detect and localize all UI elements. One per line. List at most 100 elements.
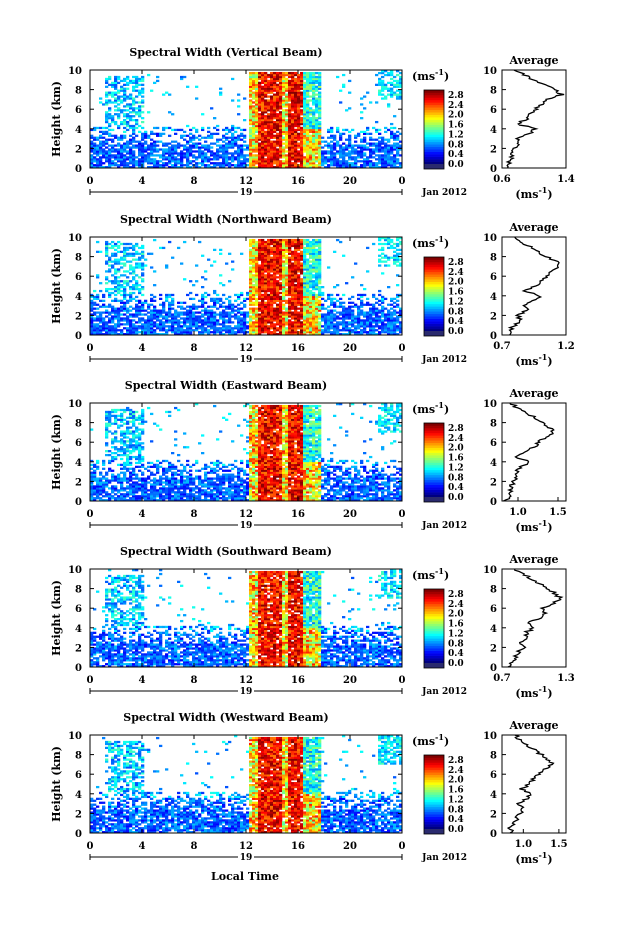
heatmap-cell (216, 148, 220, 151)
heatmap-cell (264, 71, 268, 75)
heatmap-cell (321, 303, 325, 306)
heatmap-cell (117, 126, 121, 130)
heatmap-cell (279, 134, 283, 137)
heatmap-cell (111, 244, 115, 248)
heatmap-cell (288, 268, 292, 271)
heatmap-cell (270, 262, 274, 265)
heatmap-cell (228, 303, 232, 306)
heatmap-cell (108, 99, 112, 102)
heatmap-cell (249, 146, 253, 149)
heatmap-cell (258, 258, 262, 261)
heatmap-cell (306, 138, 310, 141)
heatmap-cell (117, 250, 121, 253)
heatmap-cell (291, 130, 295, 134)
heatmap-cell (312, 152, 316, 155)
heatmap-cell (351, 311, 355, 314)
heatmap-cell (369, 148, 373, 151)
heatmap-cell (288, 323, 292, 326)
heatmap-cell (288, 117, 292, 120)
heatmap-cell (240, 146, 244, 149)
heatmap-cell (219, 148, 223, 151)
heatmap-cell (150, 252, 154, 255)
heatmap-cell (105, 248, 109, 252)
heatmap-cell (102, 140, 106, 143)
heatmap-cell (288, 124, 292, 128)
heatmap-cell (114, 101, 118, 104)
heatmap-cell (291, 323, 295, 326)
heatmap-cell (150, 333, 154, 336)
heatmap-cell (267, 331, 271, 334)
heatmap-cell (303, 291, 307, 295)
heatmap-cell (315, 250, 319, 253)
heatmap-cell (282, 307, 286, 310)
heatmap-cell (351, 146, 355, 149)
heatmap-cell (126, 293, 130, 297)
heatmap-cell (258, 309, 262, 312)
heatmap-cell (300, 244, 304, 248)
heatmap-cell (306, 303, 310, 306)
heatmap-cell (147, 317, 151, 320)
heatmap-cell (237, 160, 241, 163)
heatmap-cell (228, 311, 232, 314)
heatmap-cell (318, 144, 322, 147)
heatmap-cell (339, 162, 343, 165)
heatmap-cell (186, 305, 190, 308)
heatmap-cell (276, 295, 280, 299)
heatmap-cell (399, 162, 403, 165)
heatmap-cell (255, 97, 259, 100)
heatmap-cell (321, 154, 325, 157)
heatmap-cell (366, 321, 370, 324)
heatmap-cell (285, 278, 289, 281)
heatmap-cell (198, 162, 202, 165)
heatmap-cell (261, 71, 265, 75)
heatmap-cell (372, 162, 376, 165)
heatmap-cell (381, 311, 385, 314)
heatmap-cell (303, 156, 307, 159)
heatmap-cell (360, 329, 364, 332)
heatmap-cell (270, 242, 274, 246)
heatmap-cell (162, 321, 166, 324)
heatmap-cell (201, 126, 205, 130)
heatmap-cell (285, 254, 289, 257)
heatmap-cell (297, 91, 301, 94)
heatmap-cell (312, 120, 316, 124)
heatmap-cell (270, 124, 274, 128)
heatmap-cell (291, 250, 295, 253)
heatmap-cell (333, 164, 337, 167)
heatmap-cell (378, 260, 382, 263)
heatmap-cell (234, 327, 238, 330)
heatmap-cell (165, 315, 169, 318)
heatmap-cell (162, 132, 166, 135)
heatmap-cell (315, 164, 319, 167)
heatmap-cell (363, 140, 367, 143)
heatmap-cell (264, 313, 268, 316)
heatmap-cell (318, 124, 322, 128)
heatmap-cell (162, 311, 166, 314)
heatmap-cell (261, 256, 265, 259)
heatmap-cell (114, 122, 118, 126)
heatmap-cell (258, 291, 262, 295)
heatmap-cell (276, 317, 280, 320)
heatmap-cell (318, 254, 322, 257)
heatmap-cell (288, 85, 292, 88)
heatmap-cell (105, 115, 109, 118)
heatmap-cell (282, 313, 286, 316)
heatmap-cell (318, 309, 322, 312)
heatmap-cell (129, 156, 133, 159)
heatmap-cell (333, 325, 337, 328)
heatmap-cell (123, 83, 127, 86)
heatmap-cell (300, 156, 304, 159)
heatmap-cell (276, 289, 280, 293)
heatmap-cell (189, 333, 193, 336)
y-tick-label: 2 (75, 144, 82, 155)
heatmap-cell (261, 329, 265, 332)
heatmap-cell (264, 291, 268, 295)
heatmap-cell (282, 122, 286, 126)
heatmap-cell (288, 258, 292, 261)
heatmap-cell (120, 299, 124, 302)
heatmap-cell (279, 95, 283, 98)
heatmap-cell (168, 321, 172, 324)
heatmap-cell (276, 140, 280, 143)
heatmap-cell (93, 126, 97, 130)
heatmap-cell (210, 150, 214, 153)
